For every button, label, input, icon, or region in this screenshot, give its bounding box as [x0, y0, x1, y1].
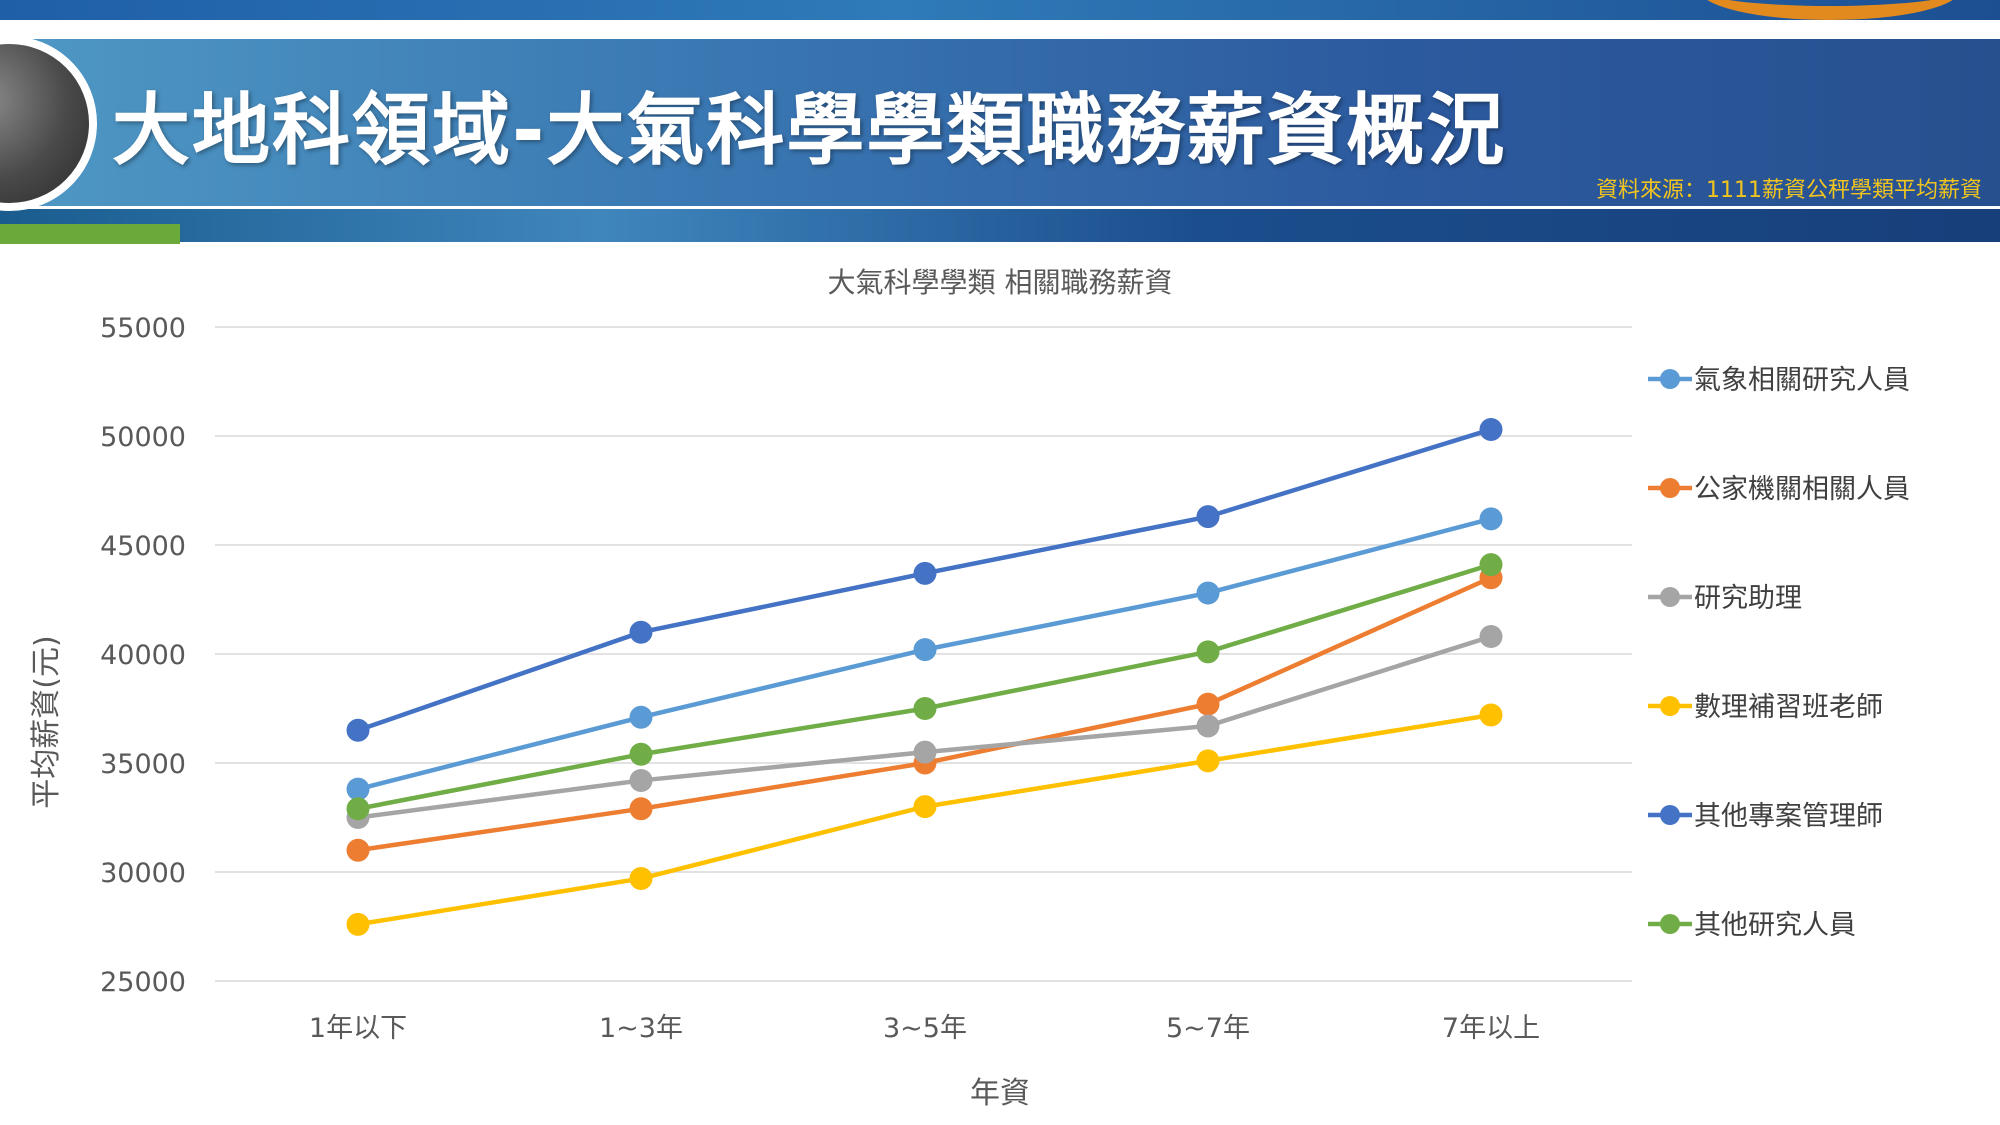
legend-label: 其他研究人員 [1694, 910, 1856, 941]
legend-item: 其他專案管理師 [1648, 801, 1883, 832]
series-4 [346, 417, 1503, 742]
y-axis-title: 平均薪資(元) [29, 635, 64, 808]
y-axis-ticks: 55000 50000 45000 40000 35000 30000 25000 [100, 313, 186, 998]
data-point [1479, 625, 1503, 649]
x-tick-label: 7年以上 [1442, 1013, 1540, 1044]
data-point [913, 638, 937, 662]
x-tick-label: 1年以下 [309, 1013, 407, 1044]
legend-swatch-dot [1660, 914, 1680, 934]
legend-item: 其他研究人員 [1648, 910, 1856, 941]
legend-label: 氣象相關研究人員 [1694, 365, 1910, 396]
data-point [346, 718, 370, 742]
data-point [913, 697, 937, 720]
series-0 [346, 507, 1503, 801]
series-5 [346, 553, 1503, 821]
y-tick-label: 45000 [100, 531, 186, 562]
data-point [346, 777, 370, 801]
series-group [346, 417, 1503, 936]
x-axis-ticks: 1年以下 1~3年 3~5年 5~7年 7年以上 [309, 1013, 1540, 1044]
legend-swatch-dot [1660, 696, 1680, 716]
y-tick-label: 25000 [100, 967, 186, 998]
y-tick-label: 35000 [100, 749, 186, 780]
y-tick-label: 50000 [100, 422, 186, 453]
legend-swatch-dot [1660, 587, 1680, 607]
data-point [629, 705, 653, 729]
x-tick-label: 5~7年 [1166, 1013, 1250, 1044]
data-point [629, 867, 653, 891]
x-tick-label: 1~3年 [599, 1013, 683, 1044]
legend-label: 研究助理 [1694, 583, 1802, 614]
header-divider [0, 206, 2000, 209]
data-point [1196, 749, 1220, 773]
legend-label: 其他專案管理師 [1694, 801, 1883, 832]
data-point [1479, 417, 1503, 441]
decorative-green-bar [0, 224, 180, 244]
header-banner [0, 36, 2000, 209]
data-point [1196, 692, 1220, 716]
y-tick-label: 40000 [100, 640, 186, 671]
legend-item: 公家機關相關人員 [1648, 474, 1910, 505]
data-point [913, 740, 937, 764]
data-point [1479, 507, 1503, 531]
data-point [346, 797, 370, 821]
series-line [357, 634, 1492, 820]
y-tick-label: 30000 [100, 858, 186, 889]
legend-label: 公家機關相關人員 [1694, 474, 1910, 505]
header-bottom-stripe [0, 206, 2000, 242]
data-point [1196, 581, 1220, 605]
data-point [1479, 553, 1503, 577]
page-title: 大地科領域-大氣科學學類職務薪資概況 [112, 86, 1507, 176]
source-note: 資料來源：1111薪資公秤學類平均薪資 [1596, 178, 1982, 203]
data-point [346, 838, 370, 862]
legend-swatch-dot [1660, 478, 1680, 498]
data-point [913, 795, 937, 819]
legend-label: 數理補習班老師 [1694, 692, 1883, 723]
series-2 [346, 625, 1503, 829]
legend-swatch-dot [1660, 369, 1680, 389]
legend-item: 研究助理 [1648, 583, 1802, 614]
y-tick-label: 55000 [100, 313, 186, 344]
data-point [629, 797, 653, 821]
data-point [913, 561, 937, 585]
header-top-stripe [0, 0, 2000, 20]
data-point [1196, 714, 1220, 738]
x-tick-label: 3~5年 [883, 1013, 967, 1044]
legend-swatch-dot [1660, 805, 1680, 825]
x-axis-title: 年資 [970, 1076, 1030, 1111]
data-point [346, 912, 370, 936]
data-point [1196, 505, 1220, 529]
series-3 [346, 703, 1503, 936]
data-point [629, 768, 653, 792]
legend-item: 氣象相關研究人員 [1648, 365, 1910, 396]
legend-item: 數理補習班老師 [1648, 692, 1883, 723]
data-point [629, 620, 653, 644]
data-point [1479, 703, 1503, 727]
chart-title: 大氣科學學類 相關職務薪資 [828, 266, 1173, 299]
data-point [629, 742, 653, 766]
data-point [1196, 640, 1220, 664]
